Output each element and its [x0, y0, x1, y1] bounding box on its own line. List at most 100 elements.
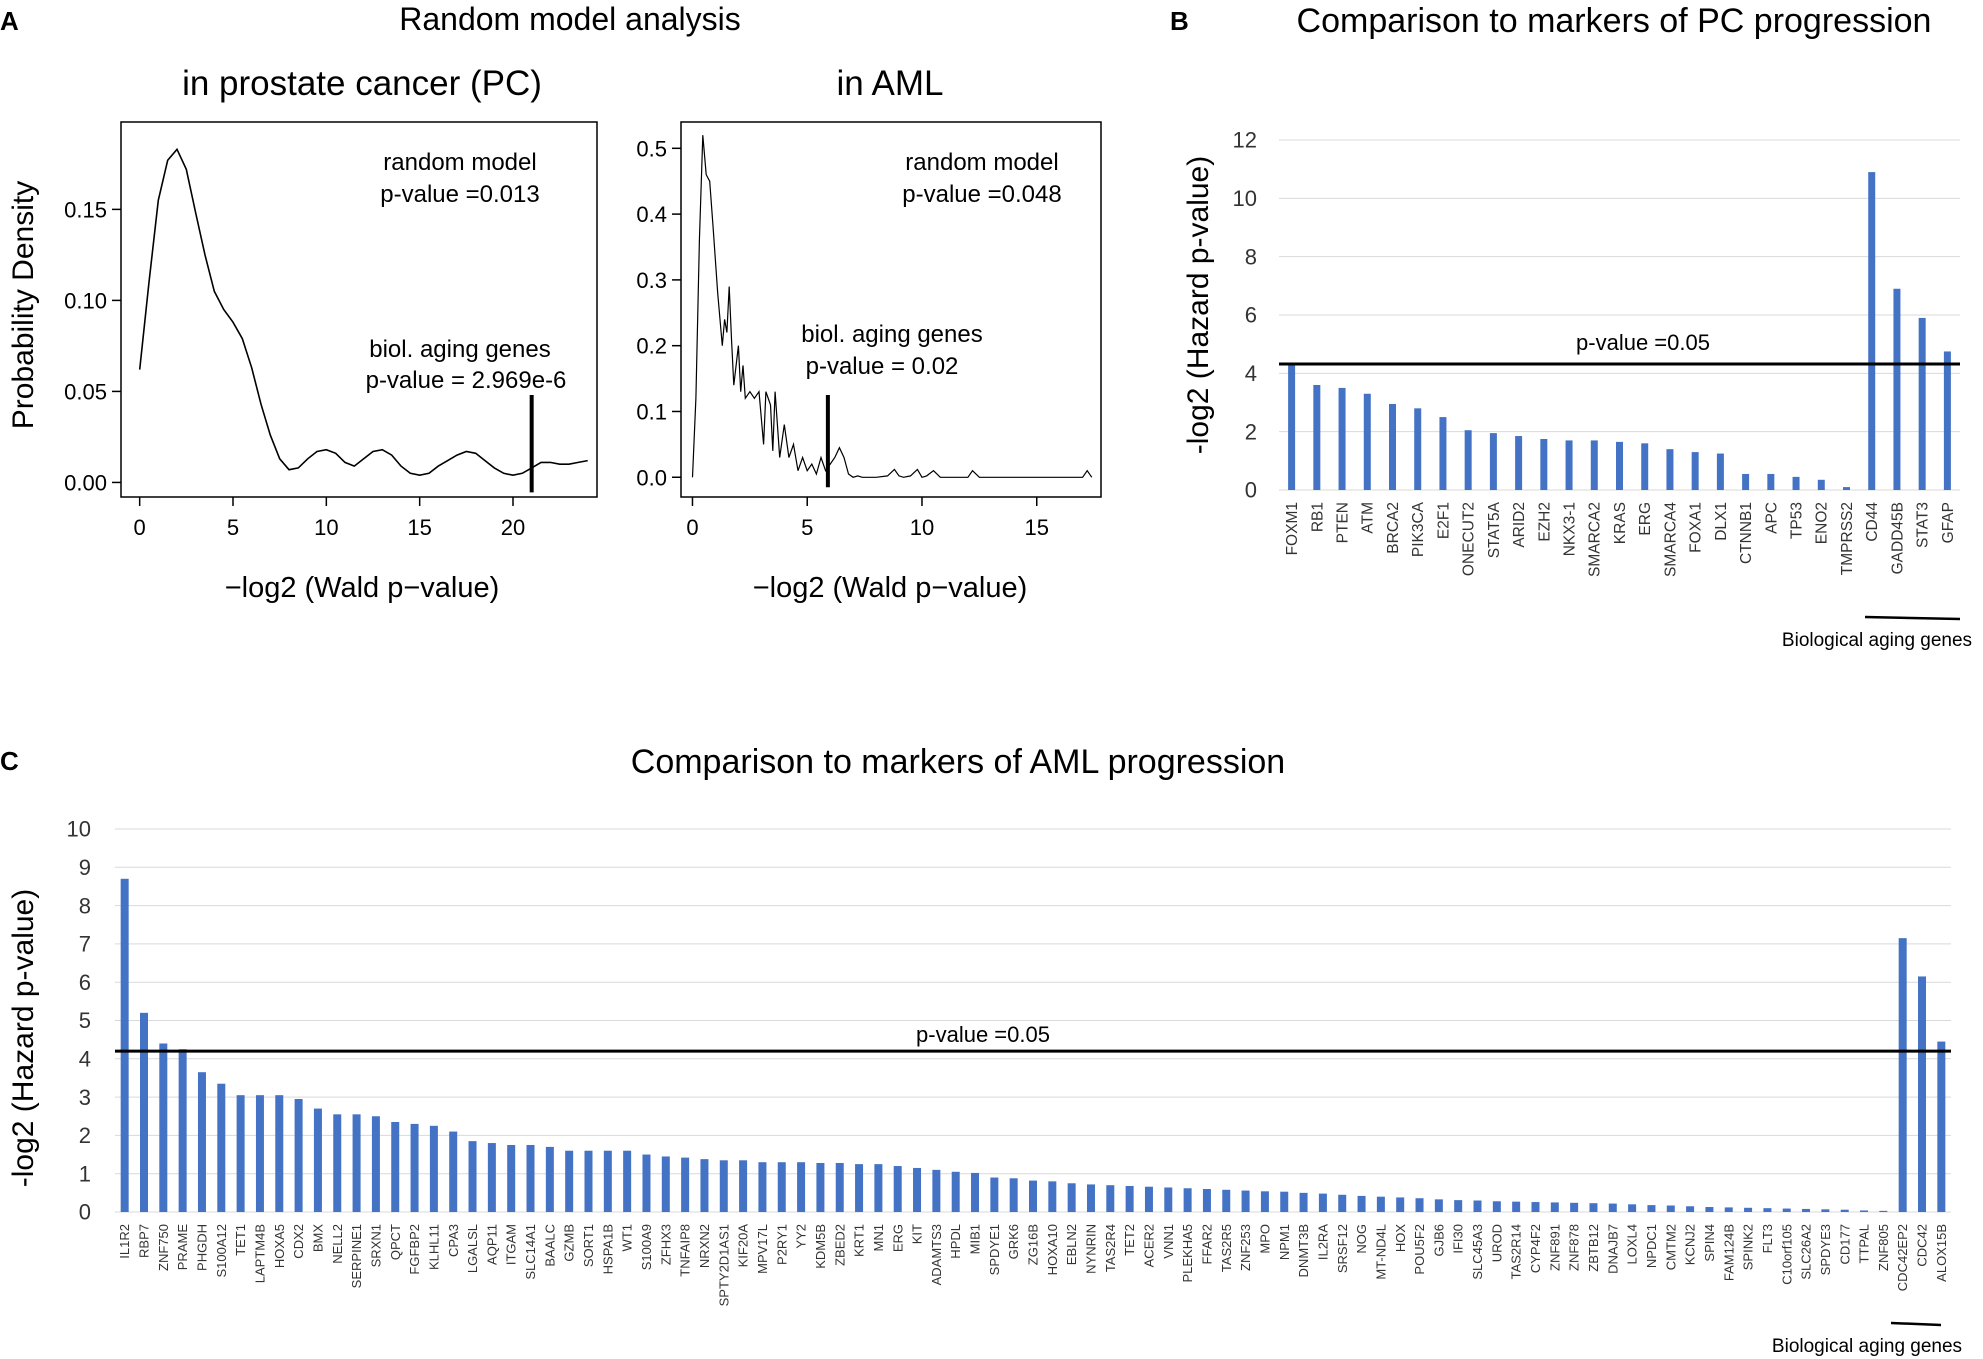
bar-znf805	[1879, 1210, 1888, 1212]
x-tick-label: FFAR2	[1200, 1224, 1215, 1264]
bar-stat5a	[1489, 433, 1497, 490]
x-tick-label: LOXL4	[1625, 1224, 1640, 1264]
x-tick-label: NRXN2	[697, 1224, 712, 1268]
bar-srxn1	[371, 1116, 380, 1212]
bar-arid2	[1515, 436, 1523, 490]
panel-a2-subtitle: in AML	[837, 64, 944, 103]
x-tick-label: ARID2	[1511, 502, 1528, 548]
bar-erg	[1641, 443, 1649, 490]
bar-dnajb7	[1608, 1203, 1617, 1212]
bar-alox15b	[1937, 1041, 1946, 1212]
panel-c-title: Comparison to markers of AML progression	[631, 743, 1285, 781]
significance-label: p-value =0.05	[1576, 330, 1710, 355]
plot-frame	[120, 121, 598, 498]
x-tick-label: GJB6	[1431, 1224, 1446, 1257]
panel-a2-xlabel: −log2 (Wald p−value)	[753, 572, 1028, 604]
x-tick-label: ATM	[1360, 502, 1377, 534]
bar-baalc	[545, 1146, 554, 1212]
y-tick-label: 5	[79, 1008, 91, 1033]
bar-ttpal	[1860, 1210, 1869, 1212]
random-model-label: random model	[905, 149, 1058, 176]
x-tick-label: FOXM1	[1284, 502, 1301, 555]
x-tick-label: PRAME	[175, 1224, 190, 1271]
y-tick-label: 8	[1245, 244, 1257, 269]
x-tick-label: 15	[407, 515, 431, 540]
bar-zg16b	[1029, 1180, 1037, 1212]
bar-onecut2	[1464, 430, 1472, 490]
x-tick-label: KCNJ2	[1683, 1224, 1698, 1265]
x-tick-label: TAS2R14	[1509, 1224, 1524, 1279]
bar-mpo	[1260, 1191, 1269, 1212]
bar-fam124b	[1724, 1207, 1733, 1212]
bar-nrxn2	[700, 1159, 709, 1212]
bar-loxl4	[1628, 1204, 1637, 1212]
x-tick-label: NOG	[1354, 1224, 1369, 1254]
bar-tnfaip8	[681, 1157, 690, 1212]
bar-znf253	[1241, 1190, 1250, 1212]
y-tick-label: 0.10	[64, 288, 107, 313]
y-tick-label: 0.5	[636, 136, 667, 161]
bar-smarca4	[1666, 449, 1674, 490]
y-tick-label: 10	[67, 817, 91, 842]
bar-mt-nd4l	[1376, 1196, 1385, 1212]
bar-ctnnb1	[1742, 473, 1750, 490]
bar-ffar2	[1202, 1189, 1211, 1212]
x-tick-label: PIK3CA	[1410, 501, 1427, 557]
x-tick-label: SMARCA4	[1662, 502, 1679, 577]
x-tick-label: ITGAM	[504, 1224, 519, 1265]
x-tick-label: HOXA10	[1045, 1224, 1060, 1275]
bar-gadd45b	[1893, 288, 1901, 490]
y-tick-label: 2	[1245, 419, 1257, 444]
y-tick-label: 0.1	[636, 399, 667, 424]
x-tick-label: 10	[910, 515, 934, 540]
x-tick-label: HOXA5	[272, 1224, 287, 1268]
x-tick-label: SPINK2	[1741, 1224, 1756, 1270]
random-model-pvalue: p-value =0.048	[902, 181, 1061, 208]
bar-brca2	[1389, 403, 1396, 490]
y-tick-label: 0.0	[636, 465, 667, 490]
y-tick-label: 6	[79, 970, 91, 995]
x-tick-label: ZFHX3	[658, 1224, 673, 1265]
bar-tas2r4	[1106, 1185, 1115, 1212]
aging-genes-pvalue: p-value = 2.969e-6	[366, 367, 567, 394]
x-tick-label: FAM124B	[1721, 1224, 1736, 1281]
density-line	[138, 147, 588, 477]
panel-b-ylabel: -log2 (Hazard p-value)	[1182, 156, 1215, 454]
x-tick-label: BRCA2	[1385, 502, 1402, 554]
x-tick-label: RBP7	[137, 1224, 152, 1258]
x-tick-label: HPDL	[948, 1224, 963, 1259]
group-bracket	[1890, 1321, 1942, 1327]
x-tick-label: SLC45A3	[1470, 1224, 1485, 1280]
x-tick-label: PHGDH	[195, 1224, 210, 1271]
x-tick-label: CMTM2	[1663, 1224, 1678, 1270]
bar-kcnj2	[1686, 1206, 1695, 1212]
x-tick-label: UROD	[1489, 1224, 1504, 1262]
x-tick-label: APC	[1763, 502, 1780, 534]
x-tick-label: SLC26A2	[1799, 1224, 1814, 1280]
bar-phgdh	[197, 1072, 206, 1212]
bar-slc14a1	[526, 1144, 535, 1212]
x-tick-label: CTNNB1	[1738, 502, 1755, 564]
x-tick-label: ADAMTS3	[929, 1224, 944, 1285]
x-tick-label: TP53	[1789, 502, 1806, 539]
x-tick-label: 20	[501, 515, 525, 540]
x-tick-label: WT1	[620, 1224, 635, 1251]
x-tick-label: FOXA1	[1688, 502, 1705, 553]
bar-smarca2	[1590, 440, 1598, 490]
x-tick-label: NELL2	[330, 1224, 345, 1264]
x-tick-label: 15	[1024, 515, 1048, 540]
y-tick-label: 12	[1233, 128, 1257, 153]
bar-znf878	[1570, 1202, 1579, 1212]
bar-prame	[178, 1049, 187, 1212]
x-tick-label: EZH2	[1536, 502, 1553, 542]
x-tick-label: PLEKHA5	[1180, 1224, 1195, 1283]
x-tick-label: TAS2R4	[1103, 1224, 1118, 1272]
x-tick-label: SMARCA2	[1587, 502, 1604, 577]
bar-cdx2	[294, 1099, 303, 1212]
y-tick-label: 0.15	[64, 197, 107, 222]
x-tick-label: STAT5A	[1486, 501, 1503, 558]
bar-grk6	[1009, 1178, 1018, 1212]
chart-a2-aml-density: 0 5 10 15 0.0 0.1 0.2 0.3 0.4 0.5 random model p-…	[636, 121, 1102, 540]
x-tick-label: 5	[801, 515, 813, 540]
x-tick-label: 5	[227, 515, 239, 540]
